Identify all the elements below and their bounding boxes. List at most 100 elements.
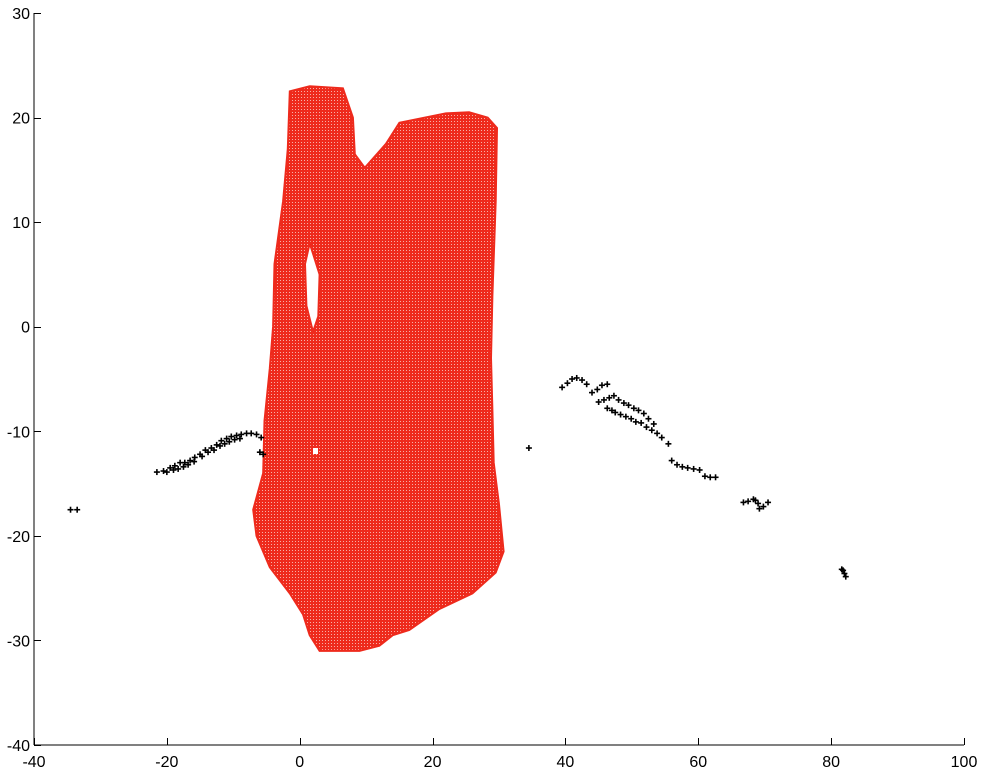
- scatter-point: [638, 419, 645, 426]
- scatter-point: [841, 570, 848, 577]
- scatter-point: [163, 469, 170, 476]
- scatter-point: [712, 474, 719, 481]
- scatter-point: [707, 474, 714, 481]
- black-point-series: [67, 374, 849, 580]
- scatter-point: [199, 453, 206, 460]
- scatter-point: [160, 468, 167, 475]
- y-tick-label: -40: [7, 738, 30, 755]
- x-tick-label: 80: [822, 754, 840, 771]
- scatter-point: [645, 415, 652, 422]
- scatter-point: [648, 427, 655, 434]
- scatter-point: [211, 447, 218, 454]
- scatter-point: [238, 431, 245, 438]
- x-tick-label: 100: [951, 754, 978, 771]
- scatter-point: [604, 381, 611, 388]
- scatter-point: [67, 506, 74, 513]
- scatter-point: [842, 573, 849, 580]
- scatter-point: [595, 399, 602, 406]
- scatter-point: [233, 432, 240, 439]
- scatter-point: [610, 392, 617, 399]
- scatter-point: [756, 505, 763, 512]
- scatter-point: [569, 376, 576, 382]
- scatter-point: [617, 411, 624, 418]
- scatter-point: [604, 405, 611, 412]
- scatter-point: [643, 424, 650, 431]
- scatter-point: [674, 461, 681, 468]
- scatter-point: [679, 463, 686, 470]
- scatter-point: [191, 458, 198, 465]
- x-tick-label: 0: [295, 754, 304, 771]
- scatter-point: [658, 434, 665, 441]
- scatter-point: [600, 396, 607, 403]
- scatter-point: [608, 407, 615, 414]
- scatter-point: [153, 469, 160, 476]
- scatter-point: [260, 451, 267, 458]
- scatter-point: [525, 445, 532, 452]
- scatter-point: [632, 418, 639, 425]
- scatter-point: [205, 449, 212, 456]
- scatter-point: [654, 430, 661, 437]
- y-tick-label: 30: [12, 6, 30, 23]
- scatter-point: [564, 380, 571, 387]
- y-tick-label: 10: [12, 215, 30, 232]
- scatter-point: [167, 464, 174, 471]
- cloud-gap: [313, 448, 318, 454]
- scatter-point: [606, 394, 613, 401]
- y-tick-label: 0: [21, 320, 30, 337]
- scatter-point: [583, 381, 590, 388]
- scatter-point: [170, 466, 177, 473]
- scatter-point: [181, 459, 188, 466]
- y-tick-label: -20: [7, 529, 30, 546]
- scatter-point: [765, 499, 772, 506]
- y-tick-label: 20: [12, 111, 30, 128]
- y-tick-label: -30: [7, 633, 30, 650]
- x-tick-label: -20: [155, 754, 178, 771]
- scatter-point: [650, 420, 657, 427]
- scatter-point: [630, 405, 637, 412]
- scatter-point: [665, 440, 672, 447]
- scatter-point: [248, 430, 255, 437]
- scatter-point: [253, 431, 260, 438]
- scatter-point: [228, 433, 235, 440]
- scatter-point: [185, 461, 192, 468]
- x-tick-label: 20: [424, 754, 442, 771]
- scatter-point: [668, 457, 675, 464]
- scatter-point: [690, 465, 697, 472]
- scatter-point: [589, 389, 595, 396]
- scatter-point: [612, 409, 619, 416]
- scatter-point: [838, 566, 845, 573]
- scatter-point: [760, 503, 767, 510]
- scatter-point: [187, 457, 194, 464]
- scatter-point: [213, 441, 220, 448]
- scatter-point: [579, 377, 586, 384]
- scatter-point: [559, 384, 566, 391]
- x-tick-label: -40: [22, 754, 45, 771]
- scatter-point: [223, 435, 230, 442]
- scatter-point: [221, 440, 228, 447]
- scatter-point: [218, 437, 225, 444]
- scatter-point: [217, 442, 223, 449]
- scatter-point: [171, 462, 178, 469]
- scatter-point: [236, 435, 243, 442]
- red-cloud-region: [252, 85, 505, 652]
- x-tick-label: 60: [689, 754, 707, 771]
- scatter-point: [635, 407, 642, 414]
- scatter-point: [615, 396, 622, 403]
- scatter-point: [696, 466, 703, 473]
- scatter-point: [755, 500, 762, 507]
- scatter-point: [256, 449, 263, 456]
- x-tick-label: 40: [557, 754, 575, 771]
- scatter-point: [620, 400, 627, 407]
- scatter-point: [258, 434, 265, 441]
- scatter-point: [752, 497, 759, 504]
- scatter-point: [628, 415, 635, 422]
- y-tick-label: -10: [7, 424, 30, 441]
- scatter-point: [598, 382, 605, 389]
- scatter-point: [701, 473, 708, 480]
- scatter-point: [175, 465, 182, 472]
- scatter-point: [231, 436, 238, 443]
- scatter-point: [74, 506, 81, 513]
- scatter-point: [180, 463, 187, 470]
